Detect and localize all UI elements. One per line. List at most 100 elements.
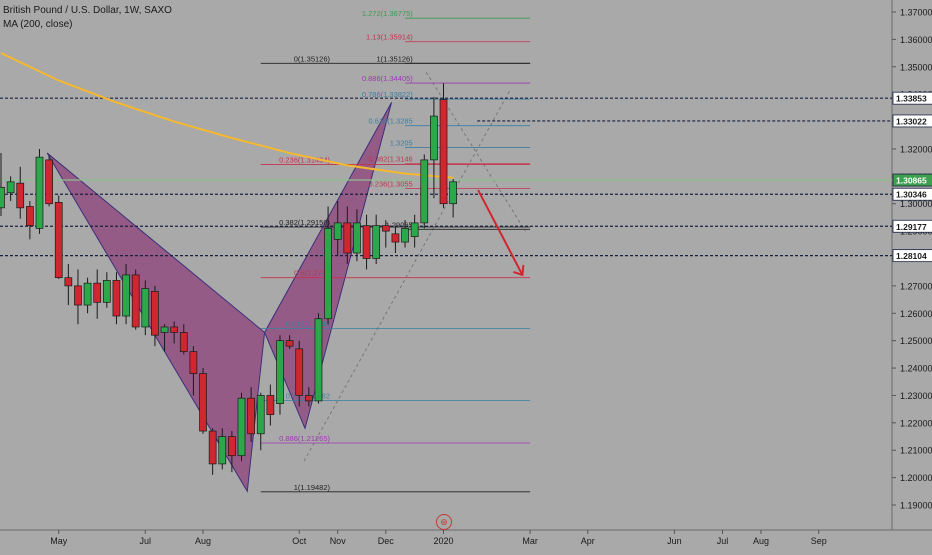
y-tick-label: 1.19000 [900, 501, 932, 511]
fib-level-label: 0(1.35126) [294, 54, 331, 63]
x-tick-label: 2020 [434, 536, 454, 546]
tradingview-logo-icon: ⊛ [436, 514, 452, 530]
x-tick-label: Jul [140, 536, 152, 546]
candle-body[interactable] [276, 340, 284, 405]
candle-body[interactable] [189, 351, 198, 374]
price-level-tag [892, 219, 932, 233]
y-tick-label: 1.37000 [900, 8, 932, 18]
fib-level-label: 0.618(1.2545 [286, 319, 330, 328]
candle-body[interactable] [430, 115, 438, 161]
fib-level-label: 0.5(1.2730 [294, 269, 330, 278]
candle-body[interactable] [314, 318, 323, 402]
x-tick-label: Sep [811, 536, 827, 546]
fib-extension-label: 1.13(1.35914) [366, 33, 413, 42]
candle-body[interactable] [141, 288, 150, 328]
price-level-tag [892, 249, 932, 263]
x-tick-label: May [50, 536, 68, 546]
fib-level-label: 0.886(1.21265) [279, 434, 330, 443]
candle-body[interactable] [6, 181, 15, 194]
candle-body[interactable] [74, 285, 82, 306]
y-tick-label: 1.32000 [900, 144, 932, 154]
candle-body[interactable] [199, 373, 207, 432]
indicator-label[interactable]: MA (200, close) [3, 19, 73, 30]
y-tick-label: 1.27000 [900, 281, 932, 291]
fib-extension-label: 0.786(1.33822) [362, 90, 413, 99]
x-tick-label: Jun [667, 536, 682, 546]
y-tick-label: 1.21000 [900, 446, 932, 456]
candle-body[interactable] [16, 182, 25, 209]
y-tick-label: 1.20000 [900, 473, 932, 483]
x-tick-label: Aug [753, 536, 769, 546]
candle-body[interactable] [247, 397, 255, 435]
candle-body[interactable] [151, 291, 159, 336]
candle-body[interactable] [324, 228, 332, 320]
candle-body[interactable] [237, 397, 246, 457]
price-level-tag-label: 1.29177 [896, 222, 927, 232]
candle-body[interactable] [372, 225, 381, 259]
candle-body[interactable] [0, 186, 5, 209]
candle-body[interactable] [122, 274, 130, 317]
candle-body[interactable] [179, 332, 188, 352]
y-tick-label: 1.22000 [900, 418, 932, 428]
candle-body[interactable] [45, 159, 53, 205]
y-tick-label: 1.26000 [900, 309, 932, 319]
moving-average-line[interactable] [0, 52, 454, 179]
y-tick-label: 1.23000 [900, 391, 932, 401]
candle-body[interactable] [266, 395, 275, 415]
candle-body[interactable] [26, 206, 34, 226]
candle-body[interactable] [285, 340, 294, 347]
candle-body[interactable] [449, 181, 457, 205]
candle-body[interactable] [228, 436, 236, 457]
price-axis[interactable] [892, 0, 932, 550]
candle-body[interactable] [93, 282, 102, 303]
fib-extension-label: 0.618(1.3285 [369, 117, 413, 126]
target-arrow[interactable] [477, 189, 524, 276]
candle-body[interactable] [353, 222, 361, 254]
fib-extension-label: 0.236(1.3055 [369, 180, 413, 189]
fib-extension-label: 1.29065 [386, 220, 413, 229]
x-tick-label: Aug [195, 536, 211, 546]
candle-body[interactable] [170, 326, 179, 333]
candle-body[interactable] [391, 233, 400, 243]
candle-body[interactable] [401, 228, 409, 243]
candle-body[interactable] [381, 225, 390, 232]
y-tick-label: 1.24000 [900, 364, 932, 374]
candle-body[interactable] [256, 395, 265, 435]
candle-body[interactable] [54, 202, 63, 279]
candle-body[interactable] [83, 282, 92, 306]
fib-extension-label: 0.382(1.3146 [369, 155, 413, 164]
candle-body[interactable] [131, 274, 140, 328]
price-level-tag-label: 1.30865 [896, 176, 927, 186]
candle-body[interactable] [208, 430, 217, 465]
candle-body[interactable] [64, 277, 73, 287]
x-tick-label: Oct [292, 536, 307, 546]
y-tick-label: 1.36000 [900, 35, 932, 45]
candle-body[interactable] [410, 222, 419, 237]
candle-body[interactable] [218, 436, 227, 465]
fib-level-label: 0.382(1.29150) [279, 218, 330, 227]
fib-level-label: 1(1.19482) [294, 483, 331, 492]
x-tick-label: Nov [330, 536, 347, 546]
candle-body[interactable] [362, 225, 371, 259]
candle-body[interactable] [420, 159, 429, 224]
fib-extension-label: 1.272(1.36775) [362, 9, 413, 18]
candle-body[interactable] [439, 99, 448, 205]
candle-body[interactable] [295, 348, 304, 396]
candle-body[interactable] [304, 395, 313, 402]
candle-body[interactable] [112, 280, 121, 317]
candle-body[interactable] [343, 222, 352, 254]
chart-legend: British Pound / U.S. Dollar, 1W, SAXO MA… [3, 4, 172, 32]
projection-line[interactable] [303, 88, 512, 462]
y-tick-label: 1.30000 [900, 199, 932, 209]
candle-body[interactable] [35, 156, 44, 229]
price-level-tag [892, 173, 932, 187]
candle-body[interactable] [160, 326, 169, 333]
candle-body[interactable] [102, 280, 111, 303]
candle-body[interactable] [333, 222, 342, 240]
target-arrow-head [513, 264, 525, 277]
price-level-tag [892, 114, 932, 128]
symbol-title[interactable]: British Pound / U.S. Dollar, 1W, SAXO [3, 5, 172, 16]
price-level-tag-label: 1.28104 [896, 251, 927, 261]
